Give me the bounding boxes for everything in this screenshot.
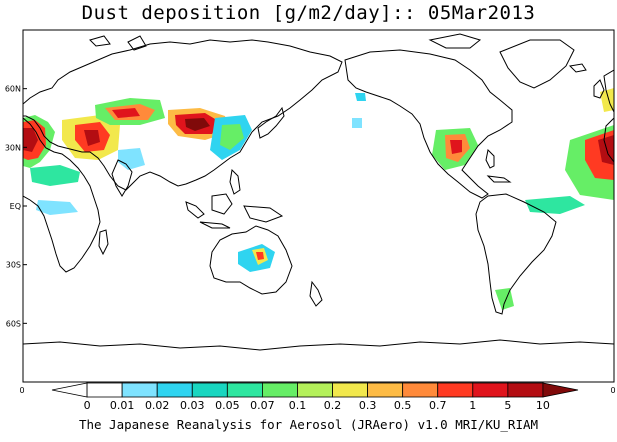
colorbar-label-4: 0.05 [215, 399, 240, 412]
dust-patch-taklamakan-max [185, 118, 210, 131]
dust-patch-pacific-nw [355, 93, 366, 101]
coast-south-america [475, 193, 557, 315]
colorbar-swatch-12 [472, 382, 509, 398]
lat-label-30n: 30N [5, 143, 21, 152]
axis-edge-right: 0 [610, 386, 615, 395]
colorbar-label-7: 0.2 [324, 399, 342, 412]
coast-british-isles [593, 79, 605, 99]
dust-patch-guinea [36, 200, 78, 215]
colorbar-swatch-4 [191, 382, 228, 398]
coast-madagascar [98, 229, 109, 256]
map-background [23, 30, 614, 382]
colorbar-label-1: 0.01 [110, 399, 135, 412]
dust-patch-australia-max [256, 252, 264, 260]
colorbar-swatch-9 [367, 382, 404, 398]
coast-antarctica [23, 339, 614, 351]
colorbar-label-10: 0.7 [429, 399, 447, 412]
coast-borneo [211, 193, 233, 215]
coast-australia [209, 225, 293, 295]
colorbar-label-5: 0.07 [250, 399, 275, 412]
coast-japan [257, 106, 285, 139]
dust-deposition-field [23, 88, 614, 310]
colorbar-label-3: 0.03 [180, 399, 205, 412]
dust-patch-central-asia-red [112, 108, 140, 118]
dust-patch-sahel [30, 165, 80, 186]
coast-novaya-zemlya [127, 35, 147, 51]
coast-africa [23, 117, 101, 273]
coast-new-zealand [309, 280, 323, 307]
colorbar-swatch-5 [226, 382, 263, 398]
colorbar-label-13: 10 [536, 399, 550, 412]
coast-canadian-arctic [428, 33, 482, 49]
colorbar-swatch-10 [402, 382, 439, 398]
lat-label-60s: 60S [6, 319, 21, 328]
colorbar-swatch-2 [121, 382, 158, 398]
coast-cuba [486, 175, 512, 183]
colorbar-label-11: 1 [469, 399, 476, 412]
coast-philippines [229, 168, 241, 195]
coast-florida [485, 148, 495, 169]
colorbar-over-triangle [542, 382, 579, 398]
colorbar-swatch-3 [156, 382, 193, 398]
footer-credit: The Japanese Reanalysis for Aerosol (JRA… [78, 417, 539, 432]
lat-label-eq: EQ [10, 202, 21, 211]
coast-svalbard [89, 35, 111, 47]
coast-eurasia [23, 39, 343, 191]
axis-edge-left: 0 [19, 386, 24, 395]
coast-europe-right [603, 69, 614, 113]
colorbar-label-0: 0 [84, 399, 91, 412]
colorbar-label-6: 0.1 [289, 399, 307, 412]
coast-india [111, 159, 133, 197]
colorbar-label-9: 0.5 [394, 399, 412, 412]
coastlines [23, 33, 614, 351]
colorbar-label-2: 0.02 [145, 399, 170, 412]
colorbar-swatch-1 [86, 382, 123, 398]
coast-greenland [499, 39, 575, 89]
colorbar-swatch-13 [507, 382, 544, 398]
page-title: Dust deposition [g/m2/day]:: 05Mar2013 [81, 2, 536, 24]
dust-patch-southern-us-max [450, 140, 462, 154]
dust-patch-west-africa-max [23, 128, 38, 152]
lat-label-60n: 60N [5, 85, 21, 94]
colorbar-swatch-11 [437, 382, 474, 398]
dust-patch-south-asia [118, 148, 145, 170]
dust-patch-patagonia [495, 288, 514, 310]
colorbar-swatch-8 [332, 382, 368, 398]
coast-iceland [568, 63, 587, 73]
coast-africa-right [603, 117, 614, 163]
lat-label-30s: 30S [6, 261, 21, 270]
coast-north-america [344, 49, 513, 199]
latitude-axis: 60N 30N EQ 30S 60S [5, 85, 27, 328]
colorbar-swatch-7 [297, 382, 333, 398]
colorbar-swatch-6 [261, 382, 298, 398]
map-content [23, 33, 614, 351]
dust-patch-middle-east-max [84, 130, 100, 146]
dust-patch-gobi-core [220, 124, 244, 150]
coast-java [199, 221, 231, 229]
colorbar-label-8: 0.3 [359, 399, 377, 412]
colorbar-under-triangle [51, 382, 88, 398]
colorbar-label-12: 5 [504, 399, 511, 412]
colorbar: 0 0.01 0.02 0.03 0.05 0.07 0.1 0.2 0.3 0.5 0.7 1 5 10 [51, 382, 579, 412]
coast-sumatra [185, 201, 205, 219]
dust-patch-pacific-mid [352, 118, 362, 128]
coast-new-guinea [243, 205, 284, 223]
